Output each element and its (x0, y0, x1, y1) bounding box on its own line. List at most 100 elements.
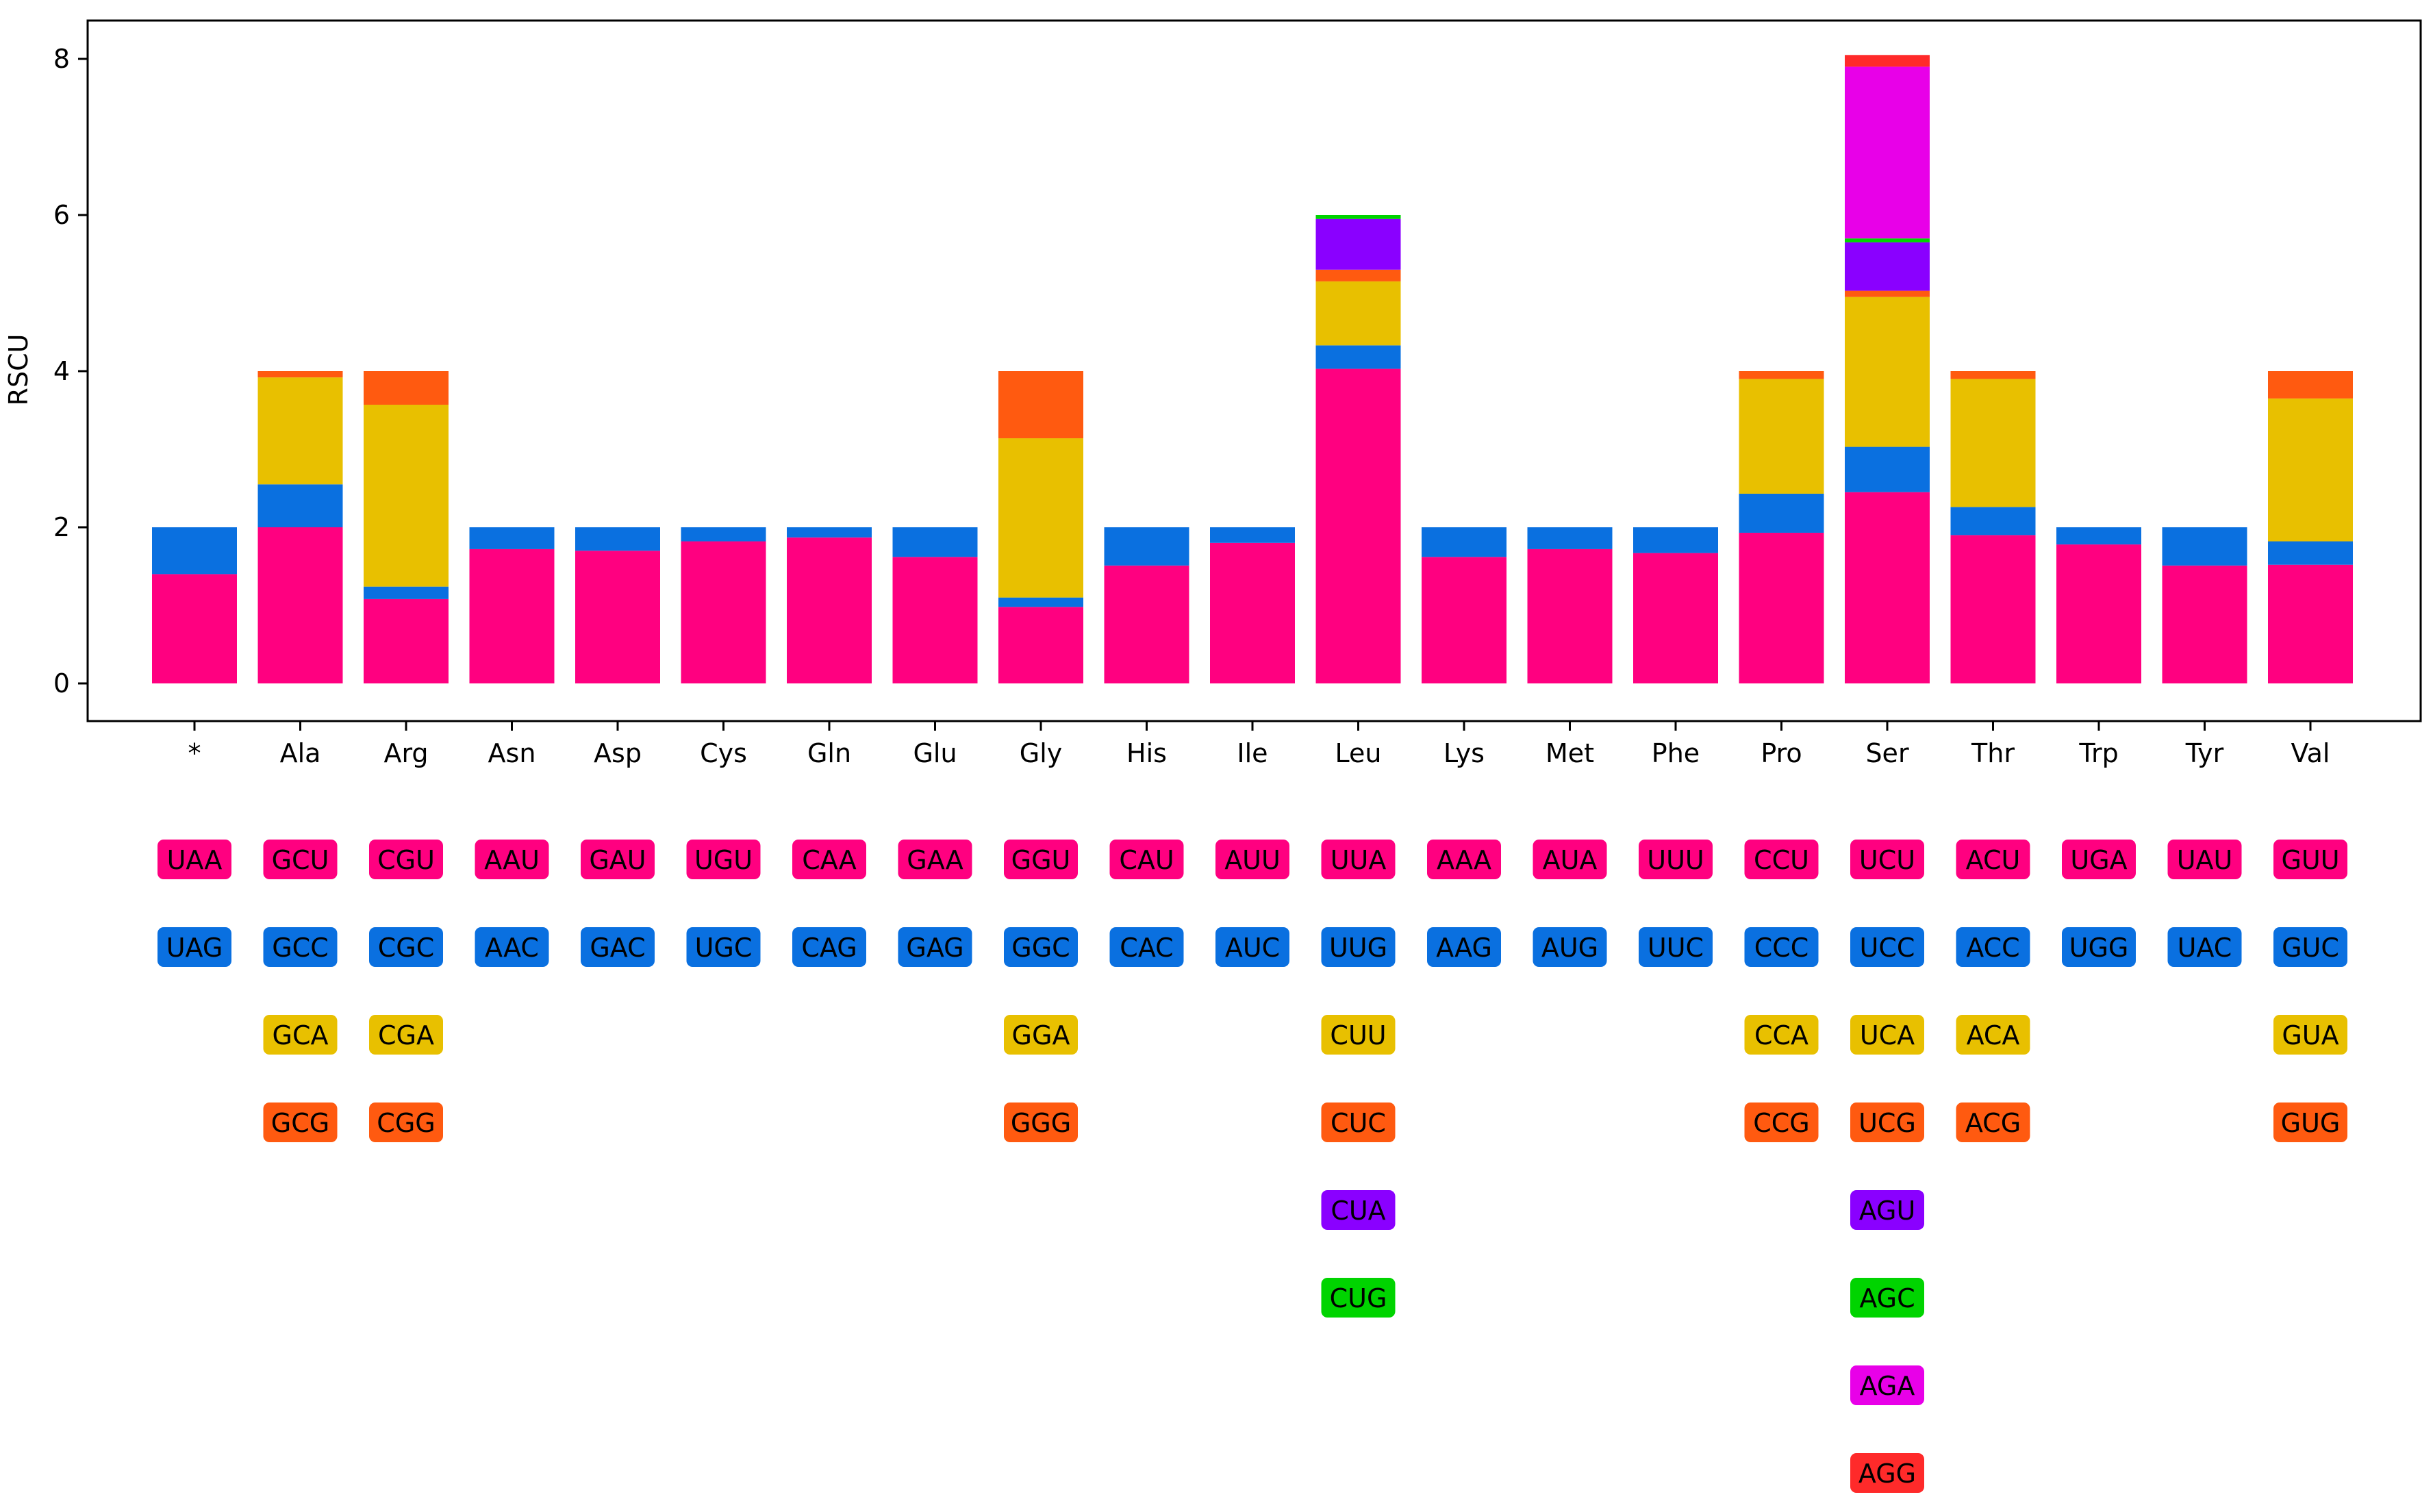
codon-text: CUA (1331, 1196, 1385, 1226)
codon-text: AUC (1225, 933, 1280, 963)
bar-segment (1950, 371, 2036, 379)
codon-label: CAU (1109, 840, 1184, 879)
codon-label: GUC (2273, 927, 2347, 967)
bar-segment (1104, 565, 1189, 683)
codon-box (581, 840, 655, 879)
codon-label: CGG (369, 1102, 443, 1142)
codon-box (1533, 840, 1607, 879)
codon-text: UUA (1331, 845, 1387, 875)
codon-box (1109, 840, 1184, 879)
codon-box (369, 1015, 443, 1055)
codon-box (2062, 927, 2136, 967)
codon-box (369, 927, 443, 967)
codon-label: AGC (1850, 1278, 1924, 1318)
codon-text: UCU (1859, 845, 1915, 875)
codon-label: GAU (581, 840, 655, 879)
codon-text: GUG (2281, 1108, 2341, 1138)
codon-text: GCA (273, 1020, 329, 1050)
codon-box (1427, 840, 1501, 879)
codon-label: UAU (2167, 840, 2242, 879)
codon-label: UGU (686, 840, 761, 879)
codon-label: UAA (157, 840, 231, 879)
codon-label: AAG (1427, 927, 1501, 967)
bar-segment (681, 541, 766, 683)
codon-label: GUU (2273, 840, 2347, 879)
codon-label: UCU (1850, 840, 1924, 879)
codon-box (1956, 927, 2030, 967)
codon-text: CGA (378, 1020, 434, 1050)
y-tick-label: 2 (53, 512, 70, 542)
codon-box (1850, 1190, 1924, 1230)
codon-box (1109, 927, 1184, 967)
x-tick-label: Thr (1971, 738, 2015, 768)
y-tick-label: 4 (53, 356, 70, 386)
codon-box (1850, 1102, 1924, 1142)
bars-layer (152, 55, 2353, 683)
bar-segment (1739, 371, 1824, 379)
codon-text: GGG (1011, 1108, 1071, 1138)
codon-label: AUG (1533, 927, 1607, 967)
codon-box (1004, 1015, 1078, 1055)
codon-box (1850, 1453, 1924, 1493)
bar-segment (1739, 379, 1824, 494)
codon-label: AGA (1850, 1365, 1924, 1405)
codon-box (263, 840, 338, 879)
bar-segment (257, 484, 343, 527)
codon-text: GGU (1011, 845, 1071, 875)
codon-label: GUG (2273, 1102, 2347, 1142)
codon-label: CCA (1744, 1015, 1819, 1055)
codon-box (369, 840, 443, 879)
codon-box (1850, 840, 1924, 879)
x-tick-label: Phe (1652, 738, 1700, 768)
codon-box (1744, 1015, 1819, 1055)
codon-label: GGU (1004, 840, 1078, 879)
bar-segment (2056, 544, 2141, 683)
codon-box (581, 927, 655, 967)
y-axis-label: RSCU (3, 334, 34, 406)
codon-text: GGC (1011, 933, 1070, 963)
codon-box (1744, 1102, 1819, 1142)
codon-box (1639, 927, 1713, 967)
codon-text: UAA (167, 845, 223, 875)
codon-box (2062, 840, 2136, 879)
codon-box (1321, 927, 1396, 967)
codon-label: GCA (263, 1015, 338, 1055)
codon-label: AUU (1215, 840, 1289, 879)
codon-label: AAU (475, 840, 549, 879)
codon-box (898, 927, 972, 967)
bar-segment (2162, 565, 2247, 683)
codon-box (263, 1102, 338, 1142)
codon-text: CAA (802, 845, 857, 875)
codon-box (2273, 840, 2347, 879)
bar-segment (257, 371, 343, 378)
bar-segment (257, 527, 343, 683)
bar-segment (2268, 371, 2353, 399)
codon-text: CCC (1754, 933, 1809, 963)
codon-label: CCG (1744, 1102, 1819, 1142)
codon-text: CCU (1754, 845, 1809, 875)
x-axis: * Ala Arg Asn Asp Cys Gln Glu Gly His Ile Leu Lys Met… (188, 721, 2330, 768)
bar-segment (1845, 297, 1930, 447)
codon-label: AGU (1850, 1190, 1924, 1230)
codon-text: CGU (377, 845, 435, 875)
bar-segment (1950, 535, 2036, 683)
codon-box (2273, 1102, 2347, 1142)
bar-segment (364, 598, 449, 683)
codon-label: CAA (792, 840, 866, 879)
bar-segment (1422, 527, 1507, 557)
bar-segment (1845, 446, 1930, 492)
x-tick-label: Gly (1020, 738, 1063, 768)
bar-segment (2268, 398, 2353, 542)
codon-text: CAU (1119, 845, 1174, 875)
bar-segment (1315, 281, 1401, 346)
bar-segment (892, 557, 978, 683)
y-tick-label: 6 (53, 200, 70, 230)
codon-text: CUU (1330, 1020, 1386, 1050)
codon-label: CGC (369, 927, 443, 967)
bar-segment (1315, 368, 1401, 683)
codon-text: AUG (1541, 933, 1598, 963)
codon-text: CAG (801, 933, 857, 963)
codon-text: UGU (694, 845, 753, 875)
bar-segment (1633, 553, 1718, 683)
